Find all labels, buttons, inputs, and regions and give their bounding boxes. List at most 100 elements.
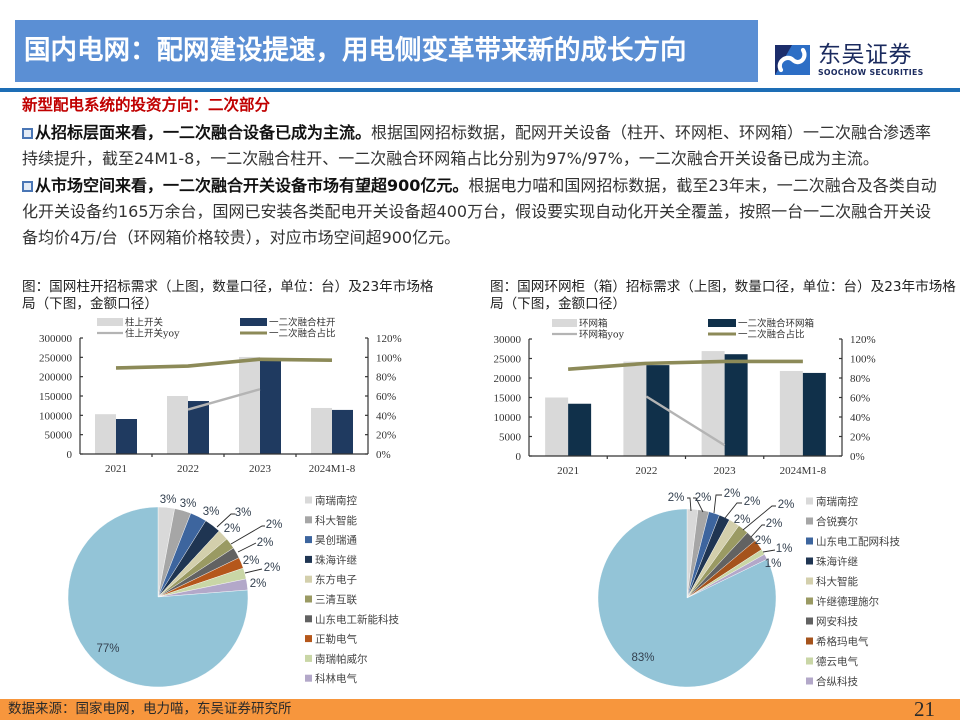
y-tick-label: 25000 bbox=[494, 354, 522, 366]
slice-value-label: 2% bbox=[724, 488, 741, 500]
legend-label: 山东电工配网科技 bbox=[816, 535, 900, 548]
y2-tick-label: 0% bbox=[376, 449, 391, 461]
page-title: 国内电网：配网建设提速，用电侧变革带来新的成长方向 bbox=[24, 35, 687, 66]
legend-label: 正勒电气 bbox=[315, 633, 357, 646]
legend-swatch bbox=[305, 595, 312, 603]
bar-total bbox=[167, 396, 188, 454]
y2-tick-label: 20% bbox=[376, 430, 396, 442]
y-tick-label: 10000 bbox=[494, 412, 522, 424]
slice-value-label: 2% bbox=[224, 523, 241, 535]
slice-value-label: 2% bbox=[243, 555, 260, 567]
y2-tick-label: 40% bbox=[376, 410, 396, 422]
bar-total bbox=[311, 407, 332, 454]
slice-value-label: 2% bbox=[250, 578, 267, 590]
label-leader-line bbox=[230, 525, 265, 545]
slice-value-label: 2% bbox=[264, 562, 281, 574]
slice-value-label: 2% bbox=[734, 514, 751, 526]
legend-label: 合纵科技 bbox=[816, 675, 858, 688]
series-line bbox=[187, 388, 261, 411]
legend-label: 南瑞帕威尔 bbox=[315, 652, 368, 665]
y-tick-label: 20000 bbox=[494, 373, 522, 385]
legend-label: 希格玛电气 bbox=[816, 635, 869, 648]
legend-swatch bbox=[305, 674, 312, 682]
paragraph-1-line-2: 持续提升，截至24M1-8，一二次融合柱开、一二次融合环网箱占比分别为97%/9… bbox=[22, 149, 879, 168]
y-tick-label: 15000 bbox=[494, 393, 522, 405]
legend-label: 柱上开关 bbox=[125, 317, 164, 329]
pole-switch-bar-chart: 0 50000 100000 150000 200000 250000 300000 0% 20… bbox=[39, 317, 402, 476]
legend-swatch bbox=[806, 597, 813, 605]
legend-swatch bbox=[305, 516, 312, 524]
bar-total bbox=[779, 370, 803, 456]
right-figure-caption: 图：国网环网柜（箱）招标需求（上图，数量口径，单位：台）及23年市场格 bbox=[490, 279, 956, 295]
legend-swatch bbox=[806, 657, 813, 665]
paragraph-2-line-3: 备均价4万/台（环网箱价格较贵），对应市场空间超900亿元。 bbox=[22, 228, 461, 247]
section-subtitle: 新型配电系统的投资方向：二次部分 bbox=[22, 96, 271, 114]
legend-label: 德云电气 bbox=[816, 655, 858, 668]
y-tick-label: 0 bbox=[67, 449, 73, 461]
label-leader-line bbox=[237, 542, 257, 553]
label-leader-line bbox=[687, 497, 692, 512]
bar-fusion bbox=[568, 403, 592, 456]
title-divider bbox=[0, 88, 960, 92]
legend-swatch bbox=[806, 577, 813, 585]
data-source-note: 数据来源：国家电网，电力喵，东吴证券研究所 bbox=[8, 701, 292, 717]
paragraph-1-text: 根据国网招标数据，配网开关设备（柱开、环网柜、环网箱）一二次融合渗透率 bbox=[371, 123, 932, 142]
bar-fusion bbox=[116, 419, 137, 454]
legend-swatch bbox=[305, 575, 312, 583]
legend-label: 南瑞南控 bbox=[816, 495, 858, 508]
legend-swatch bbox=[806, 677, 813, 685]
paragraph-1-lead: 从招标层面来看，一二次融合设备已成为主流。 bbox=[35, 123, 372, 142]
paragraph-2-lead: 从市场空间来看，一二次融合开关设备市场有望超900亿元。 bbox=[35, 176, 469, 195]
legend-swatch bbox=[552, 319, 577, 327]
x-tick-label: 2023 bbox=[249, 463, 272, 475]
bar-fusion bbox=[802, 372, 826, 456]
bar-fusion bbox=[260, 359, 281, 454]
y2-tick-label: 20% bbox=[850, 432, 870, 444]
y2-tick-label: 40% bbox=[850, 412, 870, 424]
y2-tick-label: 100% bbox=[850, 354, 876, 366]
label-leader-line bbox=[742, 505, 776, 531]
y-tick-label: 5000 bbox=[499, 432, 522, 444]
legend-label: 南瑞南控 bbox=[315, 494, 357, 507]
slice-value-label: 2% bbox=[744, 496, 761, 508]
pole-switch-market-share-pie: 3% 3%3% 3%2% 2%2%2%2%2%77%南瑞南控科大智能昊创瑞通珠海许继东… bbox=[67, 494, 399, 688]
logo-text-en: SOOCHOW SECURITIES bbox=[818, 68, 924, 77]
y2-tick-label: 120% bbox=[376, 333, 402, 345]
legend-label: 山东电工新能科技 bbox=[315, 613, 399, 626]
paragraph-2-line-1: 从市场空间来看，一二次融合开关设备市场有望超900亿元。根据电力喵和国网招标数据… bbox=[22, 173, 937, 199]
slice-value-label: 2% bbox=[668, 492, 685, 504]
x-tick-label: 2022 bbox=[635, 465, 657, 477]
series-line bbox=[567, 359, 803, 372]
y2-tick-label: 80% bbox=[850, 373, 870, 385]
x-tick-label: 2024M1-8 bbox=[309, 463, 356, 475]
legend-label: 科大智能 bbox=[816, 575, 858, 588]
paragraph-1-line-1: 从招标层面来看，一二次融合设备已成为主流。根据国网招标数据，配网开关设备（柱开、… bbox=[22, 120, 931, 146]
title-bar: 国内电网：配网建设提速，用电侧变革带来新的成长方向 bbox=[15, 20, 758, 82]
y2-tick-label: 80% bbox=[376, 372, 396, 384]
left-figure-caption-cont: 局（下图，金额口径） bbox=[22, 296, 158, 312]
paragraph-2-text: 根据电力喵和国网招标数据，截至23年末，一二次融合及各类自动 bbox=[468, 176, 937, 195]
left-figure-caption: 图：国网柱开招标需求（上图，数量口径，单位：台）及23年市场格 bbox=[22, 279, 434, 295]
slice-value-label: 1% bbox=[765, 558, 782, 570]
legend-swatch bbox=[305, 654, 312, 662]
y-tick-label: 200000 bbox=[39, 372, 73, 384]
legend-label: 环网箱yoy bbox=[579, 329, 625, 341]
pie-slice bbox=[597, 508, 777, 688]
y-tick-label: 300000 bbox=[39, 333, 73, 345]
slice-value-label: 77% bbox=[96, 643, 119, 655]
footer-bar: 数据来源：国家电网，电力喵，东吴证券研究所 21 bbox=[0, 697, 960, 721]
ring-main-unit-bar-chart: 0 5000 10000 15000 20000 25000 30000 0% 20% 40% 60… bbox=[494, 318, 876, 478]
slice-value-label: 3% bbox=[180, 498, 197, 510]
x-tick-label: 2022 bbox=[177, 463, 199, 475]
y-tick-label: 250000 bbox=[39, 352, 73, 364]
legend-swatch bbox=[305, 536, 312, 544]
legend-label: 环网箱 bbox=[579, 318, 608, 330]
y-tick-label: 150000 bbox=[39, 391, 73, 403]
legend-label: 网安科技 bbox=[816, 615, 858, 628]
legend-swatch bbox=[806, 537, 813, 545]
legend-label: 许继德理施尔 bbox=[816, 595, 879, 608]
legend-label: 珠海许继 bbox=[816, 555, 858, 568]
legend-swatch bbox=[305, 496, 312, 504]
legend-swatch bbox=[240, 318, 267, 326]
bar-total bbox=[95, 414, 116, 454]
